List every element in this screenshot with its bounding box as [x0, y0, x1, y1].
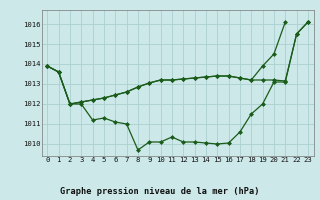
- Text: Graphe pression niveau de la mer (hPa): Graphe pression niveau de la mer (hPa): [60, 187, 260, 196]
